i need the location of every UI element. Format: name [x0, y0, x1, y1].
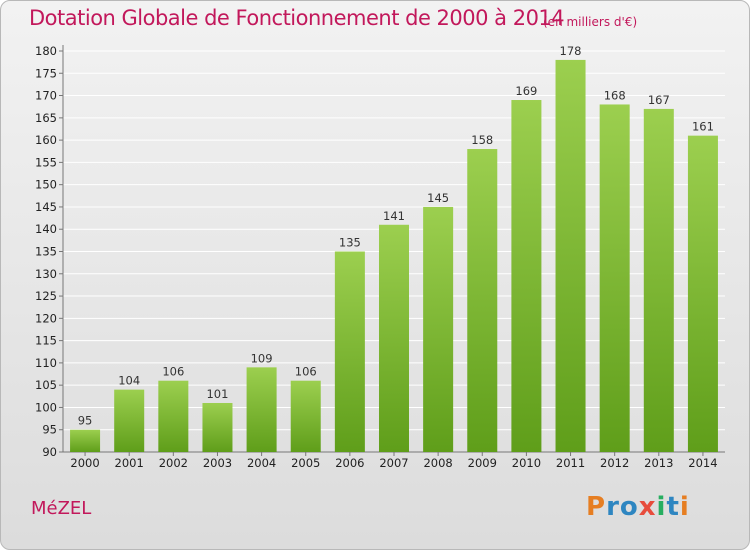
data-label-2010: 169: [515, 84, 537, 98]
y-tick-label: 155: [35, 155, 57, 169]
place-name: MéZEL: [31, 498, 92, 519]
data-label-2004: 109: [251, 351, 273, 365]
y-tick-label: 125: [35, 289, 57, 303]
x-tick-label-2011: 2011: [556, 456, 585, 470]
x-tick-label-2005: 2005: [291, 456, 320, 470]
logo-letter: P: [586, 492, 606, 522]
y-tick-label: 160: [35, 133, 57, 147]
data-label-2001: 104: [118, 374, 140, 388]
data-label-2003: 101: [206, 387, 228, 401]
x-tick-label-2004: 2004: [247, 456, 276, 470]
logo-letter: t: [666, 492, 679, 522]
bar-2001: [114, 389, 145, 452]
logo-letter: i: [657, 492, 667, 522]
bar-2011: [555, 59, 586, 453]
bar-2010: [511, 100, 542, 452]
labels: 90 95 100 105 110 115 120 125 130 135 140 145 150 155…: [35, 44, 718, 470]
data-label-2012: 168: [604, 88, 626, 102]
data-label-2011: 178: [560, 44, 582, 58]
bar-2000: [70, 429, 101, 452]
x-tick-label-2010: 2010: [512, 456, 541, 470]
bar-2009: [467, 149, 498, 452]
y-tick-label: 100: [35, 400, 57, 414]
chart-title: Dotation Globale de Fonctionnement de 20…: [29, 6, 565, 30]
bar-2006: [334, 251, 365, 452]
y-tick-label: 165: [35, 111, 57, 125]
x-tick-label-2008: 2008: [423, 456, 452, 470]
y-tick-label: 95: [42, 423, 57, 437]
y-tick-label: 150: [35, 178, 57, 192]
y-tick-label: 105: [35, 378, 57, 392]
x-tick-label-2002: 2002: [159, 456, 188, 470]
data-label-2014: 161: [692, 120, 714, 134]
x-tick-label-2007: 2007: [379, 456, 408, 470]
logo-letter: x: [639, 492, 657, 522]
logo-letter: r: [606, 492, 620, 522]
x-tick-label-2009: 2009: [468, 456, 497, 470]
y-tick-label: 115: [35, 334, 57, 348]
data-label-2006: 135: [339, 236, 361, 250]
bar-2005: [290, 380, 321, 452]
bars: [70, 59, 718, 453]
y-tick-label: 135: [35, 245, 57, 259]
bar-2014: [687, 135, 718, 452]
chart-subtitle: (en milliers d'€): [543, 15, 638, 29]
x-tick-label-2000: 2000: [70, 456, 99, 470]
proxiti-logo-text: Proxiti: [586, 492, 690, 522]
data-label-2008: 145: [427, 191, 449, 205]
data-label-2002: 106: [162, 365, 184, 379]
bar-2002: [158, 380, 189, 452]
y-tick-label: 90: [42, 445, 57, 459]
bar-2007: [378, 224, 410, 452]
data-label-2009: 158: [471, 133, 493, 147]
x-tick-label-2006: 2006: [335, 456, 364, 470]
y-tick-label: 120: [35, 311, 57, 325]
x-tick-label-2012: 2012: [600, 456, 629, 470]
bar-2013: [643, 108, 674, 452]
bar-2012: [599, 104, 630, 452]
x-tick-label-2014: 2014: [688, 456, 717, 470]
x-tick-label-2001: 2001: [115, 456, 144, 470]
y-tick-label: 170: [35, 89, 57, 103]
proxiti-logo: Proxiti: [586, 492, 690, 522]
bar-2003: [202, 402, 233, 452]
bar-2004: [246, 367, 277, 452]
logo-letter: i: [680, 492, 690, 522]
y-tick-label: 130: [35, 267, 57, 281]
y-tick-label: 180: [35, 44, 57, 58]
x-tick-label-2013: 2013: [644, 456, 673, 470]
data-label-2000: 95: [78, 414, 93, 428]
data-label-2007: 141: [383, 209, 405, 223]
y-tick-label: 175: [35, 66, 57, 80]
data-label-2005: 106: [295, 365, 317, 379]
x-tick-label-2003: 2003: [203, 456, 232, 470]
logo-letter: o: [620, 492, 639, 522]
y-tick-label: 145: [35, 200, 57, 214]
y-tick-label: 140: [35, 222, 57, 236]
data-label-2013: 167: [648, 93, 670, 107]
y-tick-label: 110: [35, 356, 57, 370]
bar-2008: [423, 206, 454, 452]
